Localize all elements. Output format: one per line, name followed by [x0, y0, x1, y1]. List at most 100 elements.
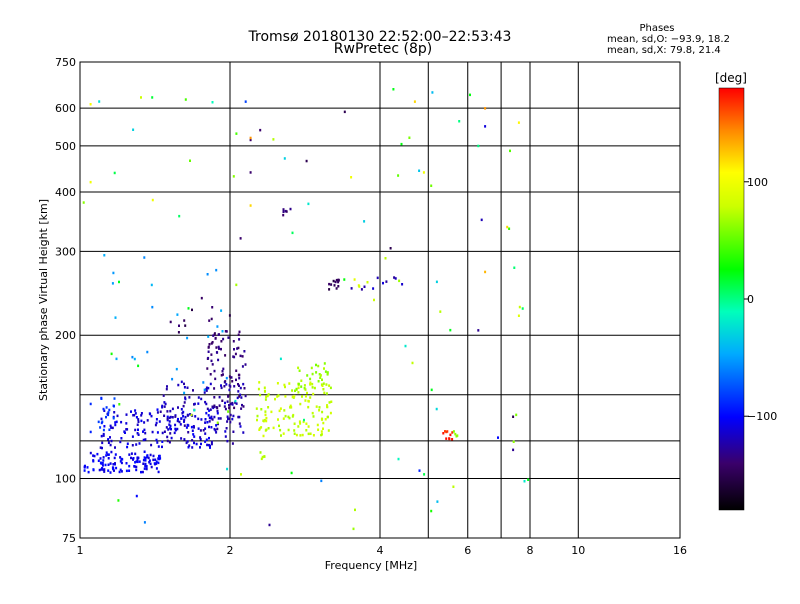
data-point — [224, 430, 227, 433]
data-point — [89, 180, 92, 184]
data-point — [311, 386, 314, 389]
data-point — [92, 468, 95, 471]
data-point — [224, 354, 227, 357]
data-point — [430, 388, 433, 392]
data-point — [108, 428, 111, 431]
data-point — [389, 247, 392, 250]
data-point — [103, 470, 106, 473]
data-point — [444, 430, 446, 433]
data-point — [202, 429, 205, 432]
data-point — [477, 329, 480, 332]
data-point — [102, 432, 105, 436]
data-point — [208, 343, 211, 346]
data-point — [193, 408, 196, 412]
data-point — [287, 428, 290, 432]
data-point — [137, 418, 140, 421]
data-point — [289, 207, 292, 211]
data-point — [107, 463, 110, 466]
data-point — [337, 278, 340, 282]
data-point — [193, 402, 196, 406]
data-point — [279, 407, 282, 410]
data-point — [277, 418, 279, 421]
data-point — [143, 521, 146, 524]
data-point — [218, 347, 220, 350]
data-point — [156, 411, 159, 414]
data-point — [280, 434, 282, 437]
data-point — [210, 417, 213, 420]
data-point — [191, 439, 194, 442]
data-point — [320, 433, 323, 437]
data-point — [166, 417, 169, 421]
data-point — [210, 440, 213, 444]
data-point — [284, 385, 286, 389]
data-point — [210, 415, 213, 419]
data-point — [264, 398, 267, 401]
data-point — [283, 409, 286, 412]
data-point — [327, 429, 330, 432]
data-point — [313, 386, 316, 390]
data-point — [289, 404, 292, 408]
data-point — [192, 433, 195, 436]
data-point — [173, 431, 176, 435]
data-point — [171, 416, 174, 419]
data-point — [322, 382, 325, 385]
data-point — [144, 464, 147, 468]
data-point — [120, 420, 123, 424]
data-point — [169, 427, 172, 430]
data-point — [143, 428, 146, 432]
data-point — [107, 453, 110, 456]
data-point — [98, 468, 101, 472]
data-point — [155, 460, 158, 463]
data-point — [216, 406, 219, 410]
data-point — [237, 373, 240, 377]
data-point — [119, 460, 122, 463]
data-point — [318, 409, 321, 412]
data-point — [366, 281, 369, 284]
data-point — [158, 454, 160, 458]
data-point — [241, 365, 244, 368]
data-point — [318, 406, 321, 409]
data-point — [207, 345, 210, 349]
data-point — [149, 453, 152, 457]
data-point — [397, 457, 400, 461]
data-point — [436, 500, 439, 503]
data-point — [187, 431, 190, 434]
data-point — [285, 210, 288, 213]
data-point — [142, 458, 145, 462]
data-point — [145, 467, 148, 471]
data-point — [306, 374, 309, 377]
data-point — [101, 461, 104, 465]
data-point — [105, 454, 108, 457]
data-point — [203, 388, 206, 392]
data-point — [205, 438, 208, 441]
data-point — [221, 399, 224, 402]
data-point — [267, 406, 270, 409]
data-point — [120, 437, 123, 440]
data-point — [288, 416, 291, 420]
data-point — [211, 363, 214, 366]
data-point — [126, 445, 129, 449]
data-point — [126, 442, 129, 445]
data-point — [204, 400, 207, 404]
data-point — [107, 438, 110, 441]
data-point — [232, 340, 235, 343]
data-point — [268, 523, 271, 527]
data-point — [168, 416, 171, 420]
data-point — [175, 367, 178, 371]
data-point — [107, 411, 110, 414]
data-point — [404, 344, 407, 348]
data-point — [168, 420, 171, 423]
data-point — [140, 470, 142, 474]
data-point — [262, 434, 265, 438]
data-point — [260, 457, 263, 461]
data-point — [232, 414, 235, 418]
data-point — [225, 330, 228, 333]
colorbar-label: [deg] — [715, 71, 747, 85]
data-point — [480, 218, 483, 222]
data-point — [231, 403, 234, 406]
data-point — [261, 455, 264, 459]
data-point — [107, 457, 110, 460]
data-point — [299, 434, 302, 437]
data-point — [132, 414, 135, 417]
data-point — [136, 460, 139, 464]
